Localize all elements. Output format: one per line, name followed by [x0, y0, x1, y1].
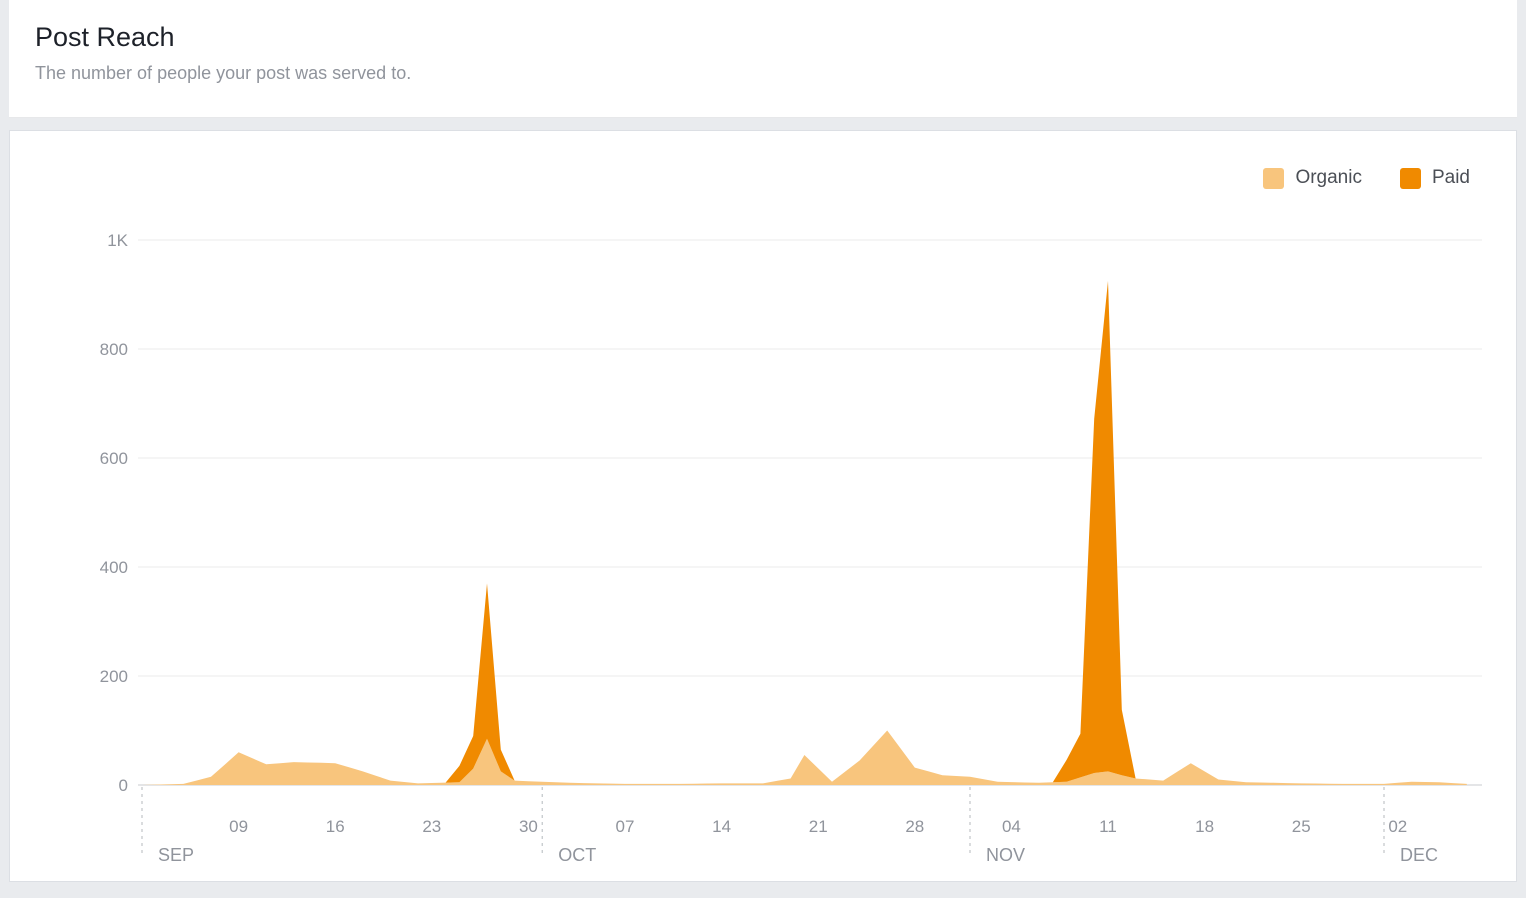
- month-label: SEP: [158, 845, 194, 865]
- paid-swatch-icon: [1399, 167, 1421, 189]
- x-tick-label: 11: [1099, 817, 1117, 836]
- month-label: OCT: [558, 845, 596, 865]
- x-tick-label: 07: [616, 817, 635, 836]
- legend-item-paid[interactable]: Paid: [1399, 167, 1470, 189]
- y-axis-label: 0: [119, 776, 128, 795]
- x-tick-label: 23: [422, 817, 441, 836]
- month-label: NOV: [986, 845, 1025, 865]
- x-tick-label: 25: [1292, 817, 1311, 836]
- y-axis-label: 200: [100, 667, 128, 686]
- x-tick-label: 14: [712, 817, 731, 836]
- x-tick-label: 18: [1195, 817, 1214, 836]
- legend-item-organic[interactable]: Organic: [1263, 167, 1362, 189]
- paid-area: [142, 280, 1467, 785]
- x-tick-label: 04: [1002, 817, 1021, 836]
- legend-label: Organic: [1295, 167, 1362, 188]
- chart-card: Organic Paid 0 200 400 600 800 1K 09 16 23 30 07 14 2…: [9, 130, 1517, 882]
- x-tick-label: 21: [809, 817, 828, 836]
- organic-area: [142, 730, 1467, 785]
- x-tick-label: 02: [1388, 817, 1407, 836]
- y-axis-label: 400: [100, 558, 128, 577]
- x-tick-label: 09: [229, 817, 248, 836]
- header: Post Reach The number of people your pos…: [9, 0, 1517, 118]
- legend: Organic Paid: [1263, 167, 1470, 189]
- page-title: Post Reach: [35, 22, 175, 52]
- y-axis-label: 1K: [107, 231, 128, 250]
- y-axis-label: 600: [100, 449, 128, 468]
- page-subtitle: The number of people your post was serve…: [35, 63, 412, 83]
- y-axis-label: 800: [100, 340, 128, 359]
- x-tick-label: 30: [519, 817, 538, 836]
- month-label: DEC: [1400, 845, 1438, 865]
- post-reach-chart: 0 200 400 600 800 1K 09 16 23 30 07 14 21 28 04 11 18 25 0…: [100, 231, 1482, 865]
- organic-swatch-icon: [1263, 167, 1285, 189]
- legend-label: Paid: [1431, 167, 1470, 188]
- x-tick-label: 28: [905, 817, 924, 836]
- x-tick-label: 16: [326, 817, 345, 836]
